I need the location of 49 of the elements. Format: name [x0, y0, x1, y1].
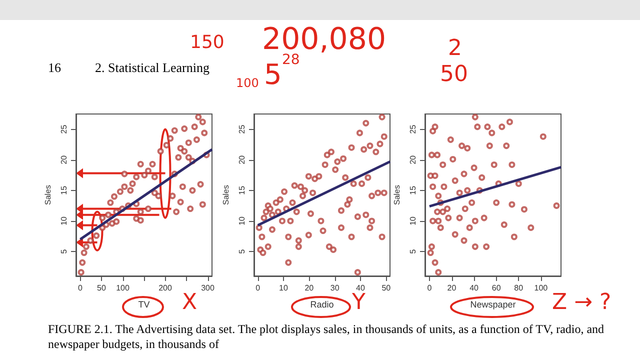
x-tick-label: 50: [97, 284, 106, 292]
y-tick-label: 20: [408, 154, 418, 164]
x-tick-label: 80: [514, 284, 524, 292]
y-axis-title: Sales: [44, 184, 52, 206]
y-tick-label: 25: [238, 124, 246, 134]
x-tick-label: 100: [116, 284, 130, 292]
x-axis-title: TV: [138, 300, 150, 310]
x-tick-label: 0: [427, 284, 432, 292]
y-tick-label: 5: [408, 248, 418, 254]
y-tick-label: 5: [60, 248, 68, 254]
text: 16: [48, 60, 61, 76]
caption: FIGURE 2.1. The Advertising data set. The plot displays sales, in thousands of units, as a function of TV, radio, and newspaper budgets, in thousands of: [48, 322, 606, 352]
x-tick-label: 20: [447, 284, 457, 292]
x-tick-label: 10: [279, 284, 289, 292]
x-tick-label: 0: [256, 284, 261, 292]
x-tick-label: 0: [78, 284, 84, 292]
y-tick-label: 25: [408, 124, 418, 134]
text: 50: [440, 62, 468, 87]
x-axis-title: Radio: [310, 300, 334, 310]
y-tick-label: 15: [408, 185, 418, 195]
y-axis-title: Sales: [222, 184, 230, 206]
text: Z → ?: [552, 290, 612, 315]
x-tick-label: 20: [304, 284, 314, 292]
x-tick-label: 200: [158, 284, 172, 292]
y-tick-label: 5: [238, 248, 246, 254]
y-tick-label: 15: [238, 185, 246, 195]
text: 2: [448, 36, 462, 61]
x-tick-label: 60: [492, 284, 502, 292]
text: 5: [264, 58, 282, 91]
x-tick-label: 300: [201, 284, 215, 292]
text: Y: [352, 290, 366, 315]
y-tick-label: 10: [60, 216, 68, 226]
y-tick-label: 20: [238, 154, 246, 164]
text: 100: [236, 76, 259, 90]
text: 2. Statistical Learning: [95, 60, 210, 76]
x-tick-label: 40: [470, 284, 480, 292]
y-tick-label: 10: [408, 216, 418, 226]
y-axis-title: Sales: [392, 184, 402, 206]
y-tick-label: 15: [60, 185, 68, 195]
y-tick-label: 20: [60, 154, 68, 164]
x-axis-title: Newspaper: [470, 300, 516, 310]
x-tick-label: 30: [330, 284, 340, 292]
text: 150: [190, 32, 224, 53]
y-tick-label: 10: [238, 216, 246, 226]
x-tick-label: 100: [534, 284, 548, 292]
y-tick-label: 25: [60, 124, 68, 134]
text: X: [182, 290, 198, 315]
x-tick-label: 40: [356, 284, 366, 292]
x-tick-label: 50: [382, 284, 392, 292]
